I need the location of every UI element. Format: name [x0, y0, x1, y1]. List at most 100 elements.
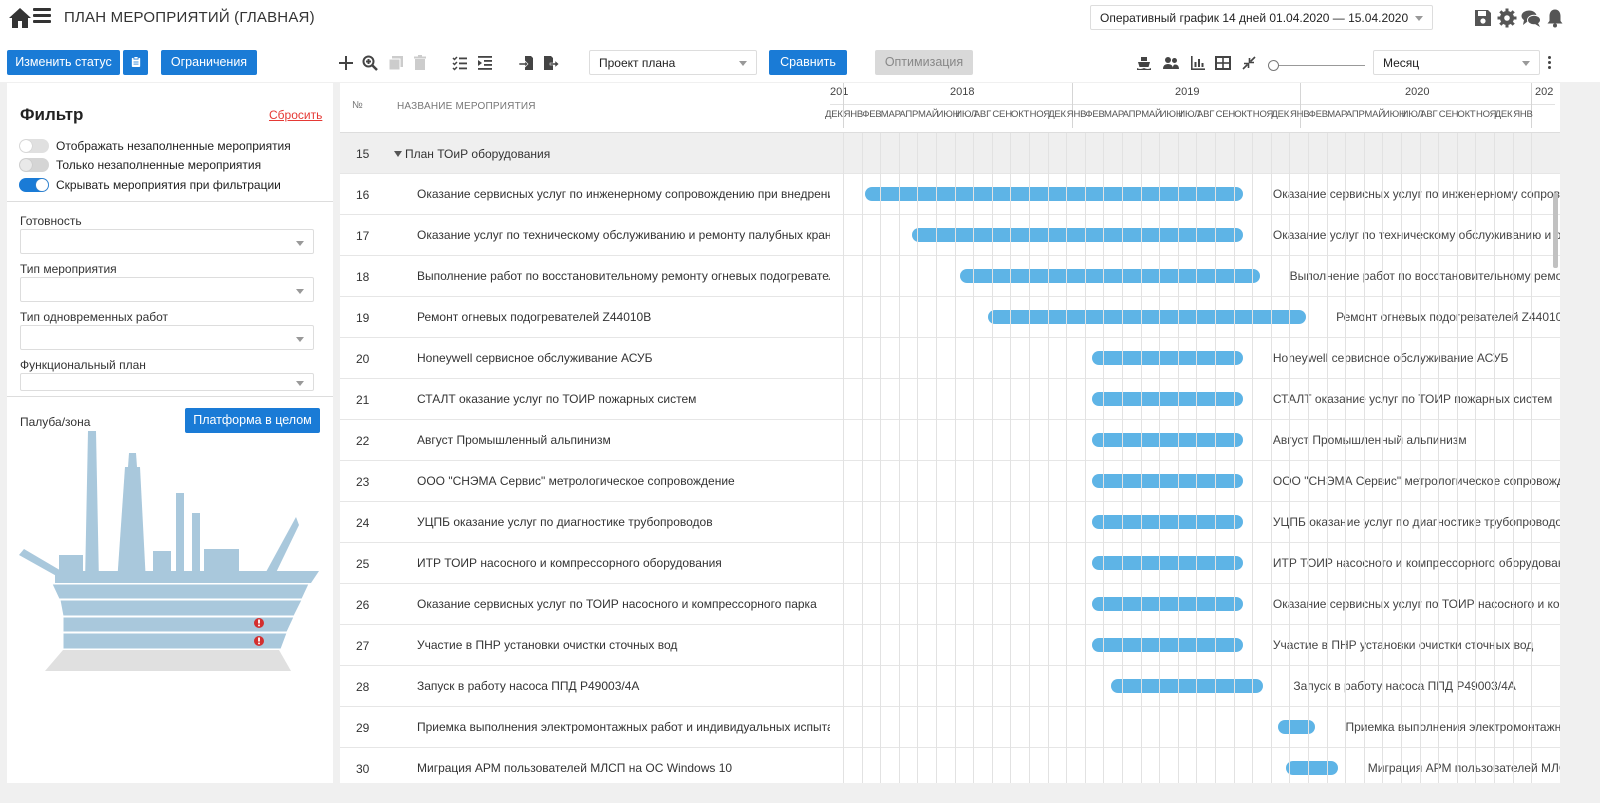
readiness-select[interactable] [20, 229, 314, 254]
row-name[interactable]: Приемка выполнения электромонтажных рабо… [417, 720, 830, 734]
users-icon[interactable] [1162, 54, 1180, 72]
indent-icon[interactable] [476, 54, 494, 72]
gantt-bar[interactable] [988, 310, 1307, 324]
year-label: 2019 [1175, 86, 1200, 98]
row-name[interactable]: Оказание сервисных услуг по ТОИР насосно… [417, 597, 817, 611]
gantt-bar[interactable] [1092, 433, 1243, 447]
export-icon[interactable] [542, 54, 560, 72]
month-label: ДЕК [1048, 109, 1066, 120]
event-type-select[interactable] [20, 277, 314, 302]
hamburger-menu-icon[interactable] [33, 8, 51, 24]
gantt-bar[interactable] [1110, 679, 1264, 693]
gantt-bar[interactable] [1092, 351, 1243, 365]
gantt-bar[interactable] [1092, 474, 1243, 488]
schedule-select-value: Оперативный график 14 дней 01.04.2020 — … [1100, 11, 1409, 25]
plan-select[interactable]: Проект плана [589, 50, 757, 75]
toggle-show-unfilled[interactable]: Отображать незаполненные мероприятия [19, 138, 291, 154]
row-name[interactable]: УЦПБ оказание услуг по диагностике трубо… [417, 515, 713, 529]
zoom-slider[interactable] [1268, 60, 1365, 72]
row-name[interactable]: ИТР ТОИР насосного и компрессорного обор… [417, 556, 722, 570]
import-icon[interactable] [517, 54, 535, 72]
table-row[interactable]: 19 Ремонт огневых подогревателей Z44010B Р… [340, 297, 1560, 338]
simultaneous-work-label: Тип одновременных работ [20, 310, 169, 324]
gantt-bar[interactable] [1285, 761, 1338, 775]
row-name[interactable]: Участие в ПНР установки очистки сточных … [417, 638, 678, 652]
functional-plan-select[interactable] [20, 373, 314, 391]
delete-icon[interactable] [411, 54, 429, 72]
month-label: ОКТ [1457, 109, 1476, 120]
table-row[interactable]: 25 ИТР ТОИР насосного и компрессорного об… [340, 543, 1560, 584]
group-name[interactable]: План ТОиР оборудования [394, 147, 550, 161]
chat-icon[interactable] [1521, 8, 1541, 28]
month-gridline [1401, 133, 1402, 783]
checklist-icon[interactable] [451, 54, 469, 72]
optimization-button[interactable]: Оптимизация [875, 50, 973, 75]
bar-chart-icon[interactable] [1189, 54, 1207, 72]
table-row[interactable]: 16 Оказание сервисных услуг по инженерном… [340, 174, 1560, 215]
collapse-icon[interactable] [1240, 54, 1258, 72]
change-status-button[interactable]: Изменить статус [7, 50, 120, 75]
gantt-bar[interactable] [1092, 515, 1243, 529]
table-row[interactable]: 29 Приемка выполнения электромонтажных ра… [340, 707, 1560, 748]
save-icon[interactable] [1473, 8, 1493, 28]
caret-down-icon[interactable] [394, 151, 402, 157]
row-name[interactable]: Август Промышленный альпинизм [417, 433, 611, 447]
row-name[interactable]: Выполнение работ по восстановительному р… [417, 269, 830, 283]
home-icon[interactable] [8, 7, 32, 29]
table-row[interactable]: 22 Август Промышленный альпинизм Август Пр… [340, 420, 1560, 461]
zoom-icon[interactable] [361, 54, 379, 72]
more-options-icon[interactable] [1548, 56, 1552, 70]
table-row[interactable]: 27 Участие в ПНР установки очистки сточны… [340, 625, 1560, 666]
gantt-bar[interactable] [1092, 392, 1243, 406]
table-row[interactable]: 30 Миграция АРМ пользователей МЛСП на ОС … [340, 748, 1560, 783]
row-name[interactable]: Миграция АРМ пользователей МЛСП на ОС Wi… [417, 761, 733, 775]
gantt-bar-label: ООО "СНЭМА Сервис" метрологическое сопро… [1272, 474, 1560, 488]
gantt-bar[interactable] [865, 187, 1243, 201]
ship-icon[interactable] [1135, 54, 1153, 72]
table-row-group[interactable]: 15 План ТОиР оборудования [340, 133, 1560, 174]
gantt-bar[interactable] [960, 269, 1260, 283]
row-number: 26 [356, 598, 370, 612]
schedule-select[interactable]: Оперативный график 14 дней 01.04.2020 — … [1090, 5, 1433, 30]
table-row[interactable]: 18 Выполнение работ по восстановительному… [340, 256, 1560, 297]
row-name[interactable]: Honeywell сервисное обслуживание АСУБ [417, 351, 653, 365]
row-name[interactable]: СТАЛТ оказание услуг по ТОИР пожарных си… [417, 392, 697, 406]
toggle-switch[interactable] [19, 158, 49, 172]
table-row[interactable]: 20 Honeywell сервисное обслуживание АСУБ H… [340, 338, 1560, 379]
table-row[interactable]: 26 Оказание сервисных услуг по ТОИР насос… [340, 584, 1560, 625]
vertical-scrollbar[interactable] [1553, 193, 1558, 268]
row-name[interactable]: Ремонт огневых подогревателей Z44010B [417, 310, 652, 324]
scale-select[interactable]: Месяц [1373, 50, 1540, 75]
gantt-bar-label: УЦПБ оказание услуг по диагностике трубо… [1272, 515, 1560, 529]
table-row[interactable]: 21 СТАЛТ оказание услуг по ТОИР пожарных … [340, 379, 1560, 420]
row-name[interactable]: Оказание сервисных услуг по инженерному … [417, 187, 830, 201]
slider-knob[interactable] [1268, 60, 1279, 71]
toggle-switch[interactable] [19, 139, 49, 153]
gantt-bar[interactable] [1092, 556, 1243, 570]
platform-structure [19, 431, 319, 583]
table-row[interactable]: 24 УЦПБ оказание услуг по диагностике тру… [340, 502, 1560, 543]
clipboard-button[interactable] [123, 50, 148, 75]
reset-link[interactable]: Сбросить [269, 108, 323, 122]
table-icon[interactable] [1214, 54, 1232, 72]
copy-icon[interactable] [387, 54, 405, 72]
restrictions-button[interactable]: Ограничения [161, 50, 257, 75]
toggle-switch[interactable] [19, 178, 49, 192]
bell-icon[interactable] [1545, 8, 1565, 28]
table-row[interactable]: 28 Запуск в работу насоса ППД Р49003/4А За… [340, 666, 1560, 707]
row-name[interactable]: Запуск в работу насоса ППД Р49003/4А [417, 679, 640, 693]
month-gridline [954, 133, 956, 783]
platform-whole-button[interactable]: Платформа в целом [185, 408, 320, 433]
compare-button[interactable]: Сравнить [769, 50, 847, 75]
toggle-hide-filtered[interactable]: Скрывать мероприятия при фильтрации [19, 177, 281, 193]
row-name[interactable]: Оказание услуг по техническому обслужива… [417, 228, 830, 242]
table-row[interactable]: 23 ООО "СНЭМА Сервис" метрологическое соп… [340, 461, 1560, 502]
row-name[interactable]: ООО "СНЭМА Сервис" метрологическое сопро… [417, 474, 735, 488]
gantt-bar[interactable] [1092, 638, 1243, 652]
toggle-only-unfilled[interactable]: Только незаполненные мероприятия [19, 157, 261, 173]
gear-icon[interactable] [1497, 8, 1517, 28]
gantt-bar[interactable] [1278, 720, 1316, 734]
gantt-bar[interactable] [1092, 597, 1243, 611]
simultaneous-work-select[interactable] [20, 325, 314, 350]
add-icon[interactable] [337, 54, 355, 72]
